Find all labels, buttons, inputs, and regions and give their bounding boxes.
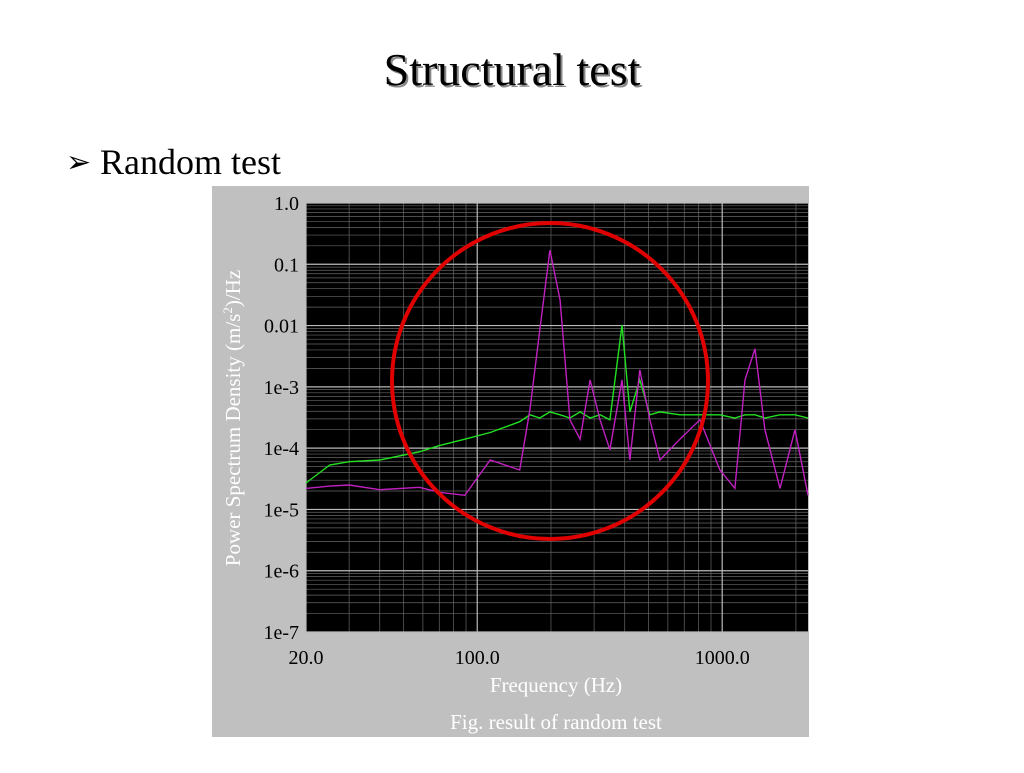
x-axis-label: Frequency (Hz) — [490, 673, 622, 697]
y-label-main: Power Spectrum Density (m/s — [221, 314, 245, 567]
y-tick-label: 0.01 — [264, 316, 299, 338]
y-label-superscript: 2 — [220, 307, 235, 314]
highlight-circle — [390, 221, 710, 541]
bullet-text: Random test — [100, 142, 281, 182]
y-tick-label: 1e-6 — [263, 561, 299, 583]
series-line — [305, 250, 809, 497]
lines — [305, 250, 809, 497]
y-tick-label: 1e-5 — [263, 499, 299, 521]
bullet-marker: ➢ — [66, 146, 91, 179]
plot-area — [306, 203, 808, 632]
x-tick-label: 1000.0 — [695, 647, 750, 669]
grid — [305, 202, 808, 633]
y-tick-label: 1e-4 — [263, 438, 299, 460]
x-tick-label: 20.0 — [289, 647, 324, 669]
y-tick-label: 1e-7 — [263, 622, 299, 644]
slide-title-shadow: Structural test — [386, 46, 643, 97]
y-label-end: )/Hz — [221, 270, 245, 307]
y-axis-label: Power Spectrum Density (m/s2)/Hz — [220, 270, 245, 566]
x-tick-label: 100.0 — [455, 647, 500, 669]
y-tick-label: 0.1 — [274, 254, 299, 276]
slide-title: Structural test — [384, 44, 641, 95]
y-tick-label: 1.0 — [274, 193, 299, 215]
caption: Fig. result of random test — [450, 710, 662, 734]
y-tick-label: 1e-3 — [263, 377, 299, 399]
